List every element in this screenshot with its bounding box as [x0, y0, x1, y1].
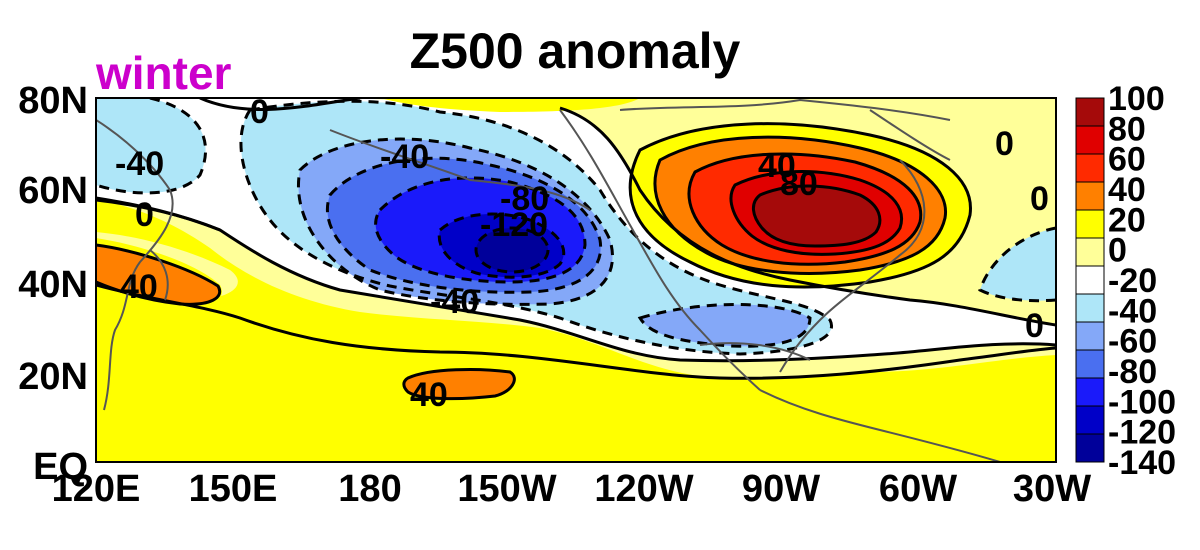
greenland-coast [869, 109, 951, 161]
lon-label-90w: 90W [741, 468, 821, 510]
lon-label-30w: 30W [1012, 468, 1092, 510]
neg40-contour [297, 137, 614, 306]
twenty-contour [96, 283, 1056, 380]
band-east-light-blue [980, 228, 1056, 301]
contour-label: 0 [250, 93, 269, 131]
colorbar-swatch [1075, 405, 1105, 435]
colorbar-swatch [1075, 377, 1105, 407]
contour-label: -120 [480, 206, 548, 244]
ridge-core [753, 185, 880, 246]
west-positive-40 [96, 245, 220, 305]
lat-label-20n: 20N [18, 356, 88, 398]
lat-label-60n: 60N [18, 170, 88, 212]
lat-label-40n: 40N [18, 264, 88, 306]
band-southeast-blue [640, 304, 810, 347]
contour-label: 40 [120, 268, 158, 306]
colorbar-label: -80 [1108, 353, 1157, 391]
colorbar-label: -40 [1108, 292, 1157, 330]
neg60-contour [325, 156, 603, 294]
band-west-light-blue [96, 98, 206, 193]
map-frame [95, 97, 1057, 463]
central-america-coast [759, 389, 1001, 462]
west-neg-contour [96, 98, 208, 195]
map-field [96, 98, 1056, 462]
colorbar-label: 100 [1108, 80, 1165, 118]
colorbar-swatch [1075, 209, 1105, 239]
contour-label: 40 [410, 376, 448, 414]
colorbar-swatch [1075, 97, 1105, 127]
colorbar-label: -60 [1108, 323, 1157, 361]
colorbar-swatch [1075, 349, 1105, 379]
north-yellow-strip [380, 98, 640, 112]
east-neg-contour [978, 226, 1056, 303]
colorbar-label: 0 [1108, 232, 1127, 270]
contour-labels: 0 -40 -40 0 40 -80 -120 -40 40 40 80 0 0… [115, 93, 1049, 414]
lat-label-eq: EQ [33, 446, 88, 488]
lat-label-80n: 80N [18, 80, 88, 122]
colorbar-label: 80 [1108, 110, 1146, 148]
colorbar-swatch [1075, 433, 1105, 463]
contour-label: 40 [758, 147, 796, 185]
lon-label-180: 180 [338, 468, 402, 510]
contour-label: 0 [135, 196, 154, 234]
alaska-coast [329, 129, 591, 211]
colorbar-swatch [1075, 125, 1105, 155]
ridge-contour-1 [628, 122, 972, 289]
north-america-north-coast [619, 98, 951, 121]
lon-label-60w: 60W [878, 468, 958, 510]
southeast-neg-contour [637, 303, 812, 348]
colorbar-swatch [1075, 237, 1105, 267]
colorbar-swatch [1075, 153, 1105, 183]
colorbar-label: 40 [1108, 171, 1146, 209]
colorbar-swatch [1075, 321, 1105, 351]
colorbar-label: -20 [1108, 262, 1157, 300]
lon-label-150e: 150E [188, 468, 278, 510]
contour-label: -40 [115, 145, 164, 183]
colorbar-label: -120 [1108, 414, 1176, 452]
contour-label: 0 [1025, 307, 1044, 345]
contour-label: -40 [430, 283, 479, 321]
coastlines [96, 98, 1001, 462]
lon-label-120w: 120W [594, 468, 694, 510]
zero-contour-east [559, 106, 1056, 327]
ridge-contour-5 [752, 184, 882, 248]
contour-label: 80 [780, 165, 818, 203]
south-40-contour [402, 368, 516, 401]
contour-lines [96, 98, 1056, 401]
neg100-contour [437, 212, 566, 279]
map-title: Z500 anomaly [409, 23, 741, 79]
ridge-contour-3 [687, 152, 923, 266]
season-label: winter [96, 47, 232, 99]
ridge-contour-2 [653, 135, 948, 275]
contour-label: -40 [380, 138, 429, 176]
north-america-east-coast [779, 159, 926, 373]
zero-contour-north [96, 196, 221, 232]
colorbar-swatch [1075, 265, 1105, 295]
colorbar-swatch [1075, 181, 1105, 211]
neg20-contour [239, 99, 833, 356]
negative-contours [96, 98, 1056, 356]
asia-coast [96, 119, 174, 411]
contour-label: 0 [995, 125, 1014, 163]
lon-label-150w: 150W [457, 468, 557, 510]
colorbar-label: 60 [1108, 141, 1146, 179]
trough-core [476, 228, 548, 272]
zero-contour-main [96, 198, 1056, 363]
colorbar-label: 20 [1108, 201, 1146, 239]
colorbar-label: -100 [1108, 383, 1176, 421]
japan-coast [149, 249, 169, 301]
gulf-coast [699, 342, 811, 361]
lon-label-120e: 120E [51, 468, 141, 510]
north-america-west-coast [559, 109, 761, 391]
contour-label: 0 [1030, 180, 1049, 218]
colorbar-swatch [1075, 293, 1105, 323]
west-40-contour [96, 243, 222, 306]
neg120-contour [474, 226, 550, 274]
colorbar-label: -140 [1108, 444, 1176, 482]
ridge-contour-4 [729, 170, 903, 256]
south-positive-40 [403, 369, 515, 399]
contour-label: -80 [500, 180, 549, 218]
